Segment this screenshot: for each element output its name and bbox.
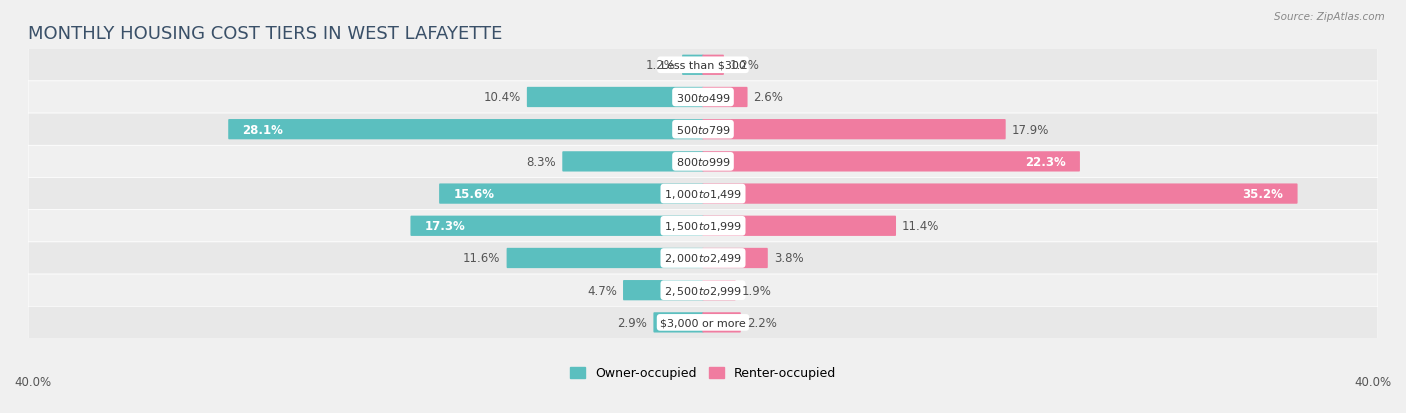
Text: 1.2%: 1.2% xyxy=(730,59,759,72)
FancyBboxPatch shape xyxy=(703,120,1005,140)
FancyBboxPatch shape xyxy=(703,280,735,301)
FancyBboxPatch shape xyxy=(703,313,741,333)
Text: $2,500 to $2,999: $2,500 to $2,999 xyxy=(664,284,742,297)
FancyBboxPatch shape xyxy=(28,82,1378,114)
FancyBboxPatch shape xyxy=(28,114,1378,146)
FancyBboxPatch shape xyxy=(703,152,1080,172)
FancyBboxPatch shape xyxy=(506,248,703,268)
Text: 11.4%: 11.4% xyxy=(903,220,939,233)
Text: 2.6%: 2.6% xyxy=(754,91,783,104)
FancyBboxPatch shape xyxy=(703,88,748,108)
Text: $500 to $799: $500 to $799 xyxy=(675,124,731,136)
FancyBboxPatch shape xyxy=(654,313,703,333)
Text: 8.3%: 8.3% xyxy=(527,156,557,169)
FancyBboxPatch shape xyxy=(623,280,703,301)
FancyBboxPatch shape xyxy=(682,55,703,76)
Text: 2.2%: 2.2% xyxy=(747,316,776,329)
Text: 17.3%: 17.3% xyxy=(425,220,465,233)
FancyBboxPatch shape xyxy=(28,210,1378,242)
Text: 10.4%: 10.4% xyxy=(484,91,520,104)
FancyBboxPatch shape xyxy=(703,216,896,236)
Text: 40.0%: 40.0% xyxy=(14,375,51,388)
Text: $300 to $499: $300 to $499 xyxy=(675,92,731,104)
FancyBboxPatch shape xyxy=(527,88,703,108)
Text: MONTHLY HOUSING COST TIERS IN WEST LAFAYETTE: MONTHLY HOUSING COST TIERS IN WEST LAFAY… xyxy=(28,24,502,43)
Text: 11.6%: 11.6% xyxy=(463,252,501,265)
Text: 17.9%: 17.9% xyxy=(1012,123,1049,136)
FancyBboxPatch shape xyxy=(703,248,768,268)
Legend: Owner-occupied, Renter-occupied: Owner-occupied, Renter-occupied xyxy=(565,361,841,385)
FancyBboxPatch shape xyxy=(28,50,1378,82)
Text: $1,000 to $1,499: $1,000 to $1,499 xyxy=(664,188,742,201)
Text: 28.1%: 28.1% xyxy=(242,123,283,136)
FancyBboxPatch shape xyxy=(228,120,703,140)
Text: $3,000 or more: $3,000 or more xyxy=(661,318,745,328)
Text: 1.2%: 1.2% xyxy=(647,59,676,72)
FancyBboxPatch shape xyxy=(28,146,1378,178)
FancyBboxPatch shape xyxy=(28,306,1378,339)
FancyBboxPatch shape xyxy=(703,184,1298,204)
FancyBboxPatch shape xyxy=(562,152,703,172)
Text: 1.9%: 1.9% xyxy=(742,284,772,297)
Text: 40.0%: 40.0% xyxy=(1355,375,1392,388)
Text: 3.8%: 3.8% xyxy=(773,252,803,265)
Text: 35.2%: 35.2% xyxy=(1243,188,1284,201)
FancyBboxPatch shape xyxy=(703,55,724,76)
FancyBboxPatch shape xyxy=(28,242,1378,274)
Text: 2.9%: 2.9% xyxy=(617,316,647,329)
Text: $1,500 to $1,999: $1,500 to $1,999 xyxy=(664,220,742,233)
Text: 4.7%: 4.7% xyxy=(588,284,617,297)
Text: 15.6%: 15.6% xyxy=(453,188,495,201)
FancyBboxPatch shape xyxy=(439,184,703,204)
Text: Less than $300: Less than $300 xyxy=(661,61,745,71)
FancyBboxPatch shape xyxy=(411,216,703,236)
Text: 22.3%: 22.3% xyxy=(1025,156,1066,169)
Text: $2,000 to $2,499: $2,000 to $2,499 xyxy=(664,252,742,265)
Text: Source: ZipAtlas.com: Source: ZipAtlas.com xyxy=(1274,12,1385,22)
FancyBboxPatch shape xyxy=(28,274,1378,306)
Text: $800 to $999: $800 to $999 xyxy=(675,156,731,168)
FancyBboxPatch shape xyxy=(28,178,1378,210)
